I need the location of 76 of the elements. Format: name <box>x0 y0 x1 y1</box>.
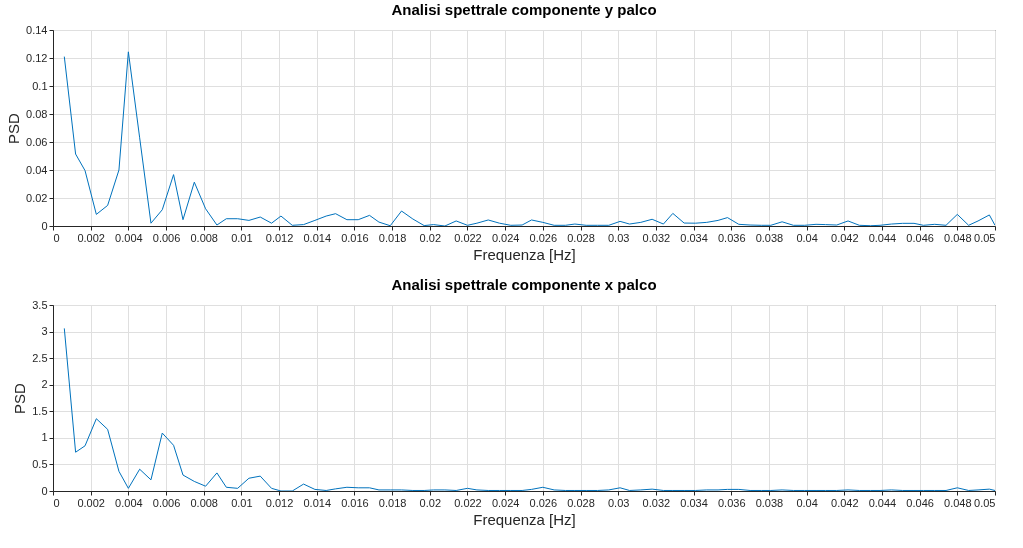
x-tick-label: 0.012 <box>265 231 294 244</box>
y-tick-label: 3 <box>41 325 48 338</box>
x-tick-label: 0.036 <box>717 496 746 509</box>
x-tick-label: 0.028 <box>567 231 595 244</box>
x-tick-label: 0.048 <box>944 496 972 509</box>
line-series <box>63 327 995 491</box>
x-tick-label: 0.028 <box>567 496 595 509</box>
y-tick-label: 0 <box>41 219 48 232</box>
x-tick-label: 0.002 <box>77 496 105 509</box>
x-tick-label: 0.046 <box>906 231 934 244</box>
x-tick-label: 0.038 <box>755 231 784 244</box>
x-tick-label: 0.044 <box>868 231 897 244</box>
x-tick-label: 0.04 <box>796 496 818 509</box>
x-tick-label: 0.042 <box>831 496 859 509</box>
x-tick-label: 0.024 <box>491 231 520 244</box>
y-axis-title: PSD <box>11 382 29 414</box>
line-series <box>63 51 995 226</box>
x-tick-label: 0.008 <box>190 496 218 509</box>
x-tick-label: 0.02 <box>419 496 442 509</box>
x-tick-label: 0.034 <box>680 231 708 244</box>
x-tick-label: 0.006 <box>152 496 181 509</box>
x-tick-label: 0.022 <box>454 231 482 244</box>
y-tick-label: 1.5 <box>32 404 48 417</box>
x-tick-label: 0.002 <box>77 231 105 244</box>
y-tick-label: 0 <box>41 484 48 497</box>
x-axis-title: Frequenza [Hz] <box>473 245 576 263</box>
y-tick-label: 0.04 <box>26 163 48 176</box>
x-tick-label: 0.05 <box>974 496 996 509</box>
y-tick-label: 0.12 <box>26 51 48 64</box>
x-tick-label: 0.044 <box>868 496 897 509</box>
x-tick-label: 0.022 <box>454 496 482 509</box>
x-tick-label: 0.01 <box>231 231 253 244</box>
x-tick-label: 0.032 <box>642 231 671 244</box>
x-tick-label: 0.014 <box>303 231 332 244</box>
x-tick-label: 0.006 <box>152 231 181 244</box>
x-tick-label: 0.046 <box>906 496 934 509</box>
x-tick-label: 0.01 <box>231 496 253 509</box>
y-tick-label: 0.5 <box>32 457 48 470</box>
y-tick-label: 0.14 <box>26 23 48 36</box>
y-tick-label: 0.02 <box>26 191 48 204</box>
y-tick-label: 2 <box>41 378 48 391</box>
x-tick-label: 0.004 <box>115 496 143 509</box>
chart-title: Analisi spettrale componente x palco <box>391 276 657 293</box>
y-tick-label: 0.06 <box>26 135 48 148</box>
x-tick-label: 0.034 <box>680 496 708 509</box>
y-axis-title: PSD <box>5 112 23 144</box>
x-tick-label: 0.008 <box>190 231 218 244</box>
x-tick-label: 0.03 <box>607 496 630 509</box>
x-tick-label: 0.016 <box>341 231 369 244</box>
x-tick-label: 0.032 <box>642 496 671 509</box>
x-tick-label: 0.026 <box>529 231 558 244</box>
x-tick-label: 0.018 <box>378 496 407 509</box>
x-tick-label: 0.036 <box>717 231 746 244</box>
chart-title: Analisi spettrale componente y palco <box>391 1 657 18</box>
x-tick-label: 0.004 <box>115 231 143 244</box>
x-tick-label: 0 <box>53 231 60 244</box>
y-tick-label: 0.1 <box>32 79 48 92</box>
x-tick-label: 0.048 <box>944 231 972 244</box>
x-tick-label: 0.016 <box>341 496 369 509</box>
x-tick-label: 0.038 <box>755 496 784 509</box>
x-tick-label: 0.024 <box>491 496 520 509</box>
y-tick-label: 2.5 <box>32 351 48 364</box>
x-tick-label: 0.026 <box>529 496 558 509</box>
x-tick-label: 0.012 <box>265 496 294 509</box>
x-tick-label: 0.02 <box>419 231 442 244</box>
x-axis-title: Frequenza [Hz] <box>473 510 576 528</box>
y-tick-label: 1 <box>41 431 48 444</box>
x-tick-label: 0.018 <box>378 231 407 244</box>
y-tick-label: 0.08 <box>26 107 48 120</box>
x-tick-label: 0.05 <box>974 231 996 244</box>
x-tick-label: 0.04 <box>796 231 818 244</box>
x-tick-label: 0.014 <box>303 496 332 509</box>
y-tick-label: 3.5 <box>32 298 48 311</box>
x-tick-label: 0.03 <box>607 231 630 244</box>
x-tick-label: 0 <box>53 496 60 509</box>
x-tick-label: 0.042 <box>831 231 859 244</box>
